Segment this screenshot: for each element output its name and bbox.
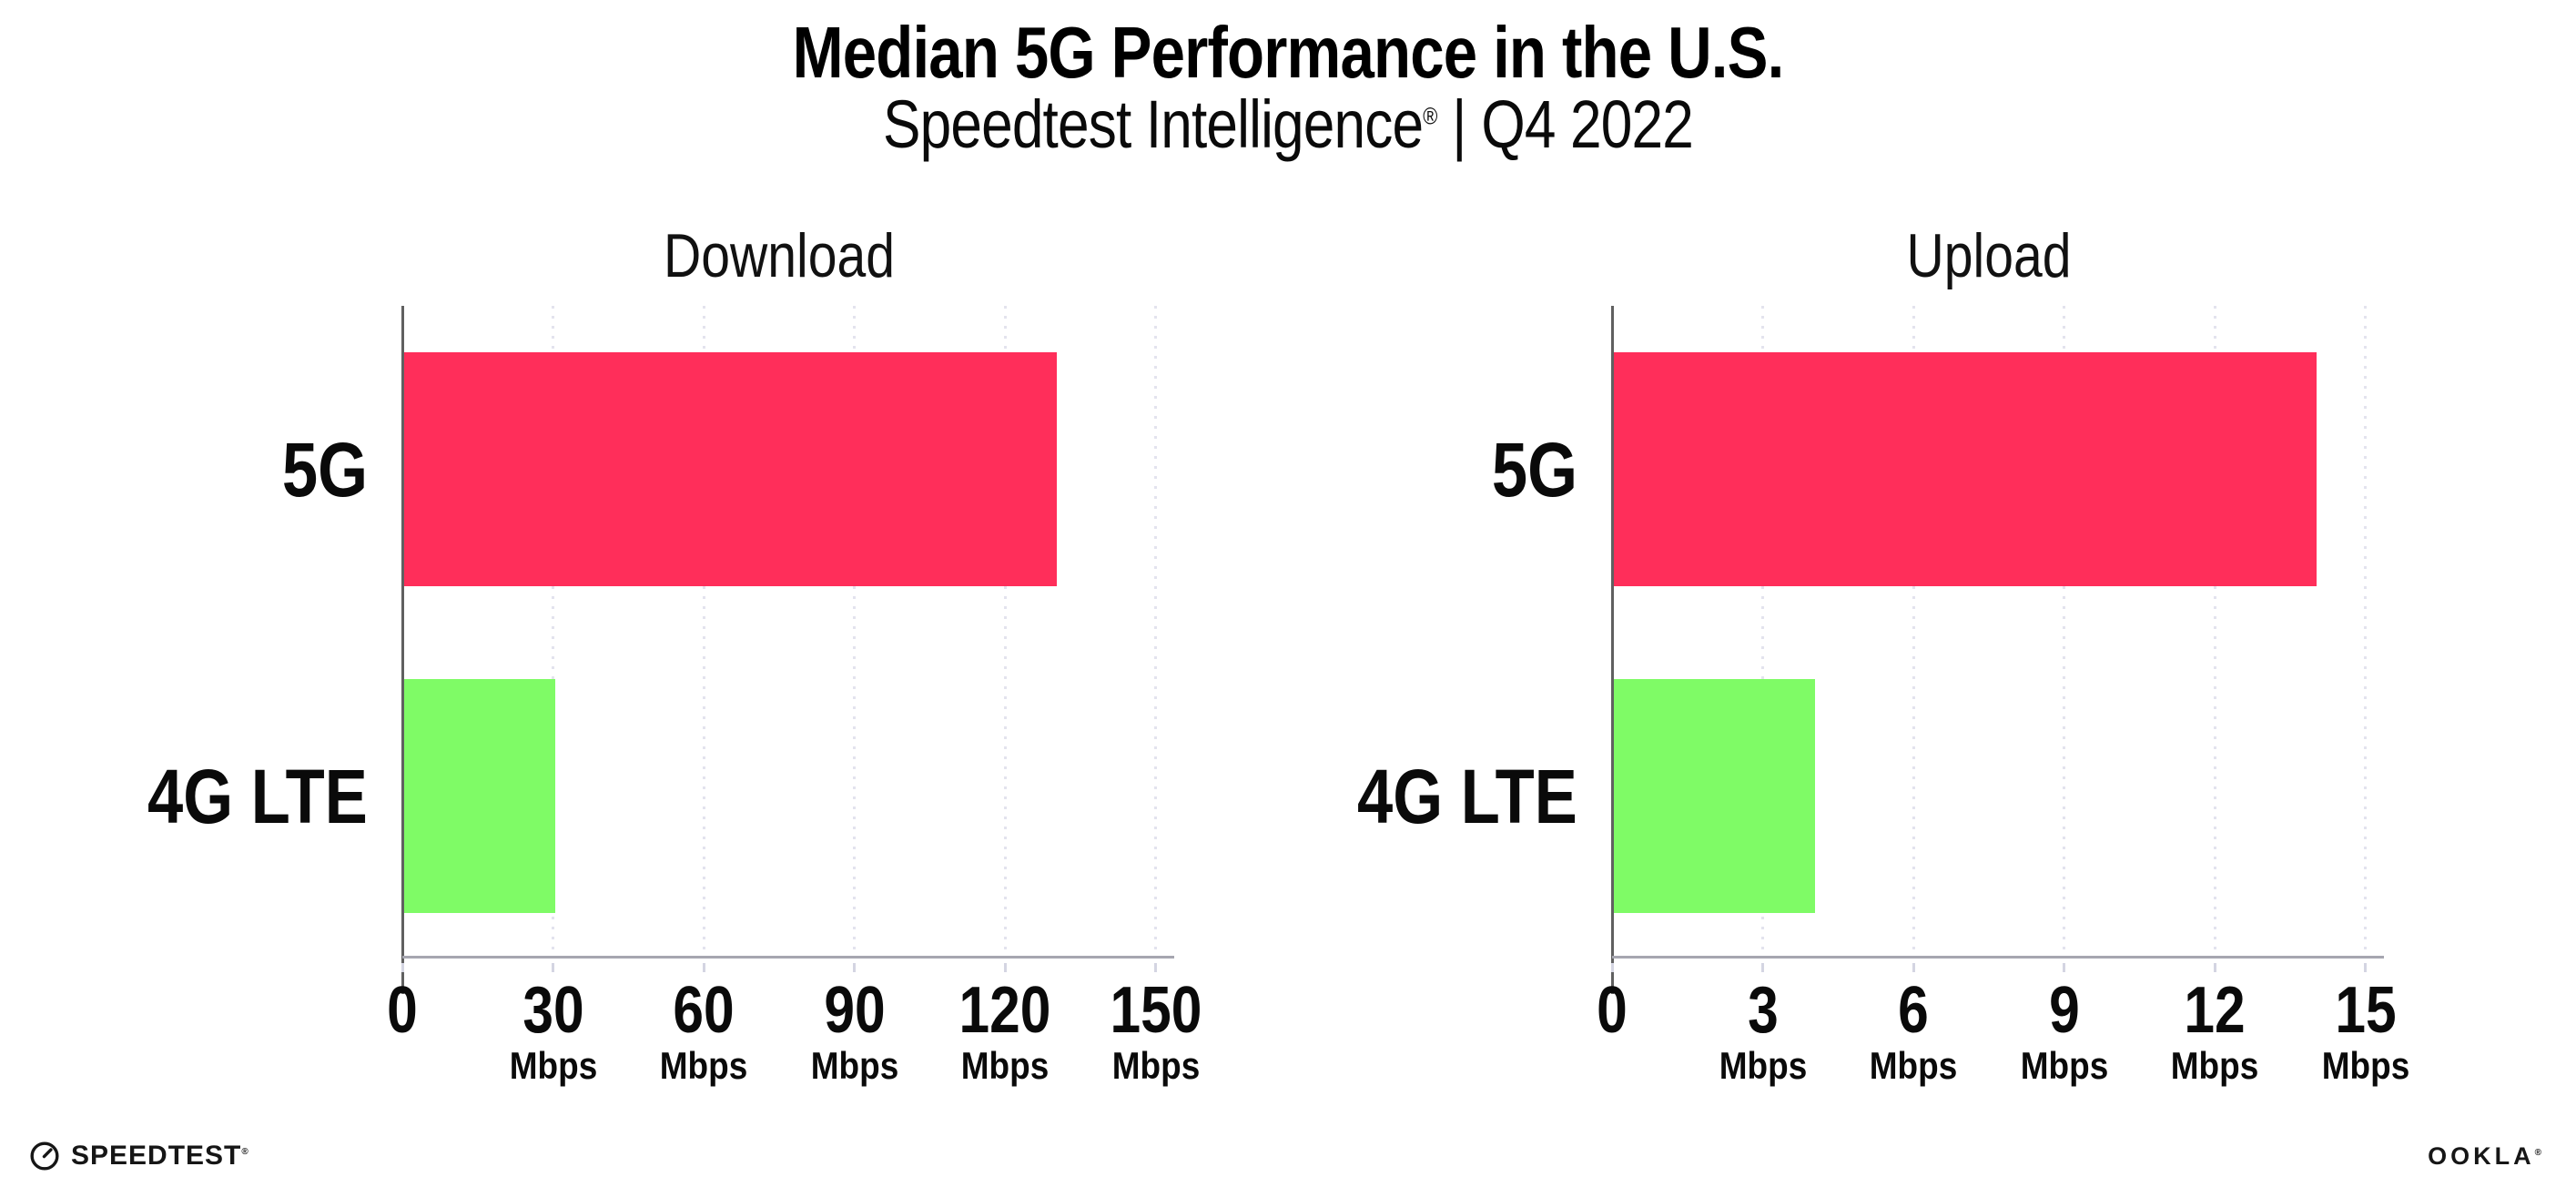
page-subtitle: Speedtest Intelligence® | Q4 2022: [206, 87, 2369, 161]
subtitle-period: Q4 2022: [1481, 86, 1693, 162]
x-tick-mark: [1912, 963, 1915, 972]
x-tick-mark: [401, 963, 404, 972]
chart-title-download: Download: [663, 221, 895, 290]
x-tick-mark: [1761, 963, 1764, 972]
subtitle-brand: Speedtest Intelligence: [883, 86, 1424, 162]
gridline: [552, 306, 554, 958]
gridline: [1761, 306, 1764, 958]
x-tick-mark: [2213, 963, 2216, 972]
x-tick-mark: [2364, 963, 2367, 972]
x-tick-label: 150: [1110, 974, 1202, 1047]
bar-4g-lte-download: [404, 679, 555, 913]
x-axis: [402, 956, 1174, 959]
x-tick-label: 30: [522, 974, 584, 1047]
x-tick-unit-label: Mbps: [509, 1044, 597, 1087]
plot-area-download: [401, 306, 1174, 994]
x-tick-mark: [552, 963, 554, 972]
x-tick-label: 0: [387, 974, 418, 1047]
bar-5g-download: [404, 352, 1058, 586]
x-tick-label: 90: [823, 974, 886, 1047]
category-label-5g: 5G: [281, 426, 368, 512]
gridline: [853, 306, 856, 958]
x-tick-label: 6: [1898, 974, 1929, 1047]
speedtest-gauge-icon: [30, 1141, 59, 1171]
category-label-5g: 5G: [1491, 426, 1577, 512]
x-tick-unit-label: Mbps: [2020, 1044, 2108, 1087]
chart-title-upload: Upload: [1906, 221, 2072, 290]
gridline: [1003, 306, 1007, 958]
gridline: [2063, 306, 2065, 958]
x-tick-unit-label: Mbps: [659, 1044, 748, 1087]
x-tick-unit-label: Mbps: [2170, 1044, 2259, 1087]
ookla-logo: OOKLA®: [2428, 1142, 2545, 1171]
x-axis: [1612, 956, 2384, 959]
x-tick-label: 12: [2184, 974, 2246, 1047]
bar-5g-upload: [1614, 352, 2317, 586]
plot-area-upload: [1610, 306, 2384, 994]
x-tick-unit-label: Mbps: [1719, 1044, 1807, 1087]
bar-4g-lte-upload: [1614, 679, 1815, 913]
x-tick-mark: [1154, 963, 1157, 972]
x-tick-label: 0: [1597, 974, 1628, 1047]
x-tick-label: 3: [1747, 974, 1779, 1047]
x-tick-mark: [1610, 963, 1614, 972]
x-tick-unit-label: Mbps: [1111, 1044, 1200, 1087]
speedtest-logo: SPEEDTEST®: [29, 1136, 249, 1176]
x-tick-label: 120: [958, 974, 1051, 1047]
x-tick-unit-label: Mbps: [2321, 1044, 2409, 1087]
ookla-wordmark: OOKLA®: [2428, 1142, 2545, 1170]
x-tick-mark: [853, 963, 856, 972]
gridline: [1912, 306, 1915, 958]
registered-mark-icon: ®: [2534, 1148, 2545, 1158]
subtitle-separator: |: [1452, 86, 1466, 162]
x-tick-mark: [2063, 963, 2065, 972]
x-tick-unit-label: Mbps: [810, 1044, 898, 1087]
page-title: Median 5G Performance in the U.S.: [792, 12, 1785, 93]
registered-mark-icon: ®: [241, 1147, 249, 1157]
gridline: [1154, 306, 1157, 958]
x-tick-label: 15: [2334, 974, 2397, 1047]
gridline: [702, 306, 705, 958]
category-label-4g-lte: 4G LTE: [1357, 753, 1577, 839]
gridline: [2364, 306, 2367, 958]
x-tick-unit-label: Mbps: [1869, 1044, 1958, 1087]
category-label-4g-lte: 4G LTE: [147, 753, 368, 839]
y-axis: [401, 306, 404, 994]
y-axis: [1611, 306, 1614, 994]
x-tick-mark: [702, 963, 705, 972]
registered-mark-icon: ®: [1423, 102, 1437, 130]
speedtest-wordmark: SPEEDTEST®: [71, 1141, 249, 1171]
x-tick-label: 60: [673, 974, 735, 1047]
gridline: [2213, 306, 2216, 958]
x-tick-mark: [1003, 963, 1007, 972]
x-tick-label: 9: [2048, 974, 2080, 1047]
x-tick-unit-label: Mbps: [960, 1044, 1050, 1087]
